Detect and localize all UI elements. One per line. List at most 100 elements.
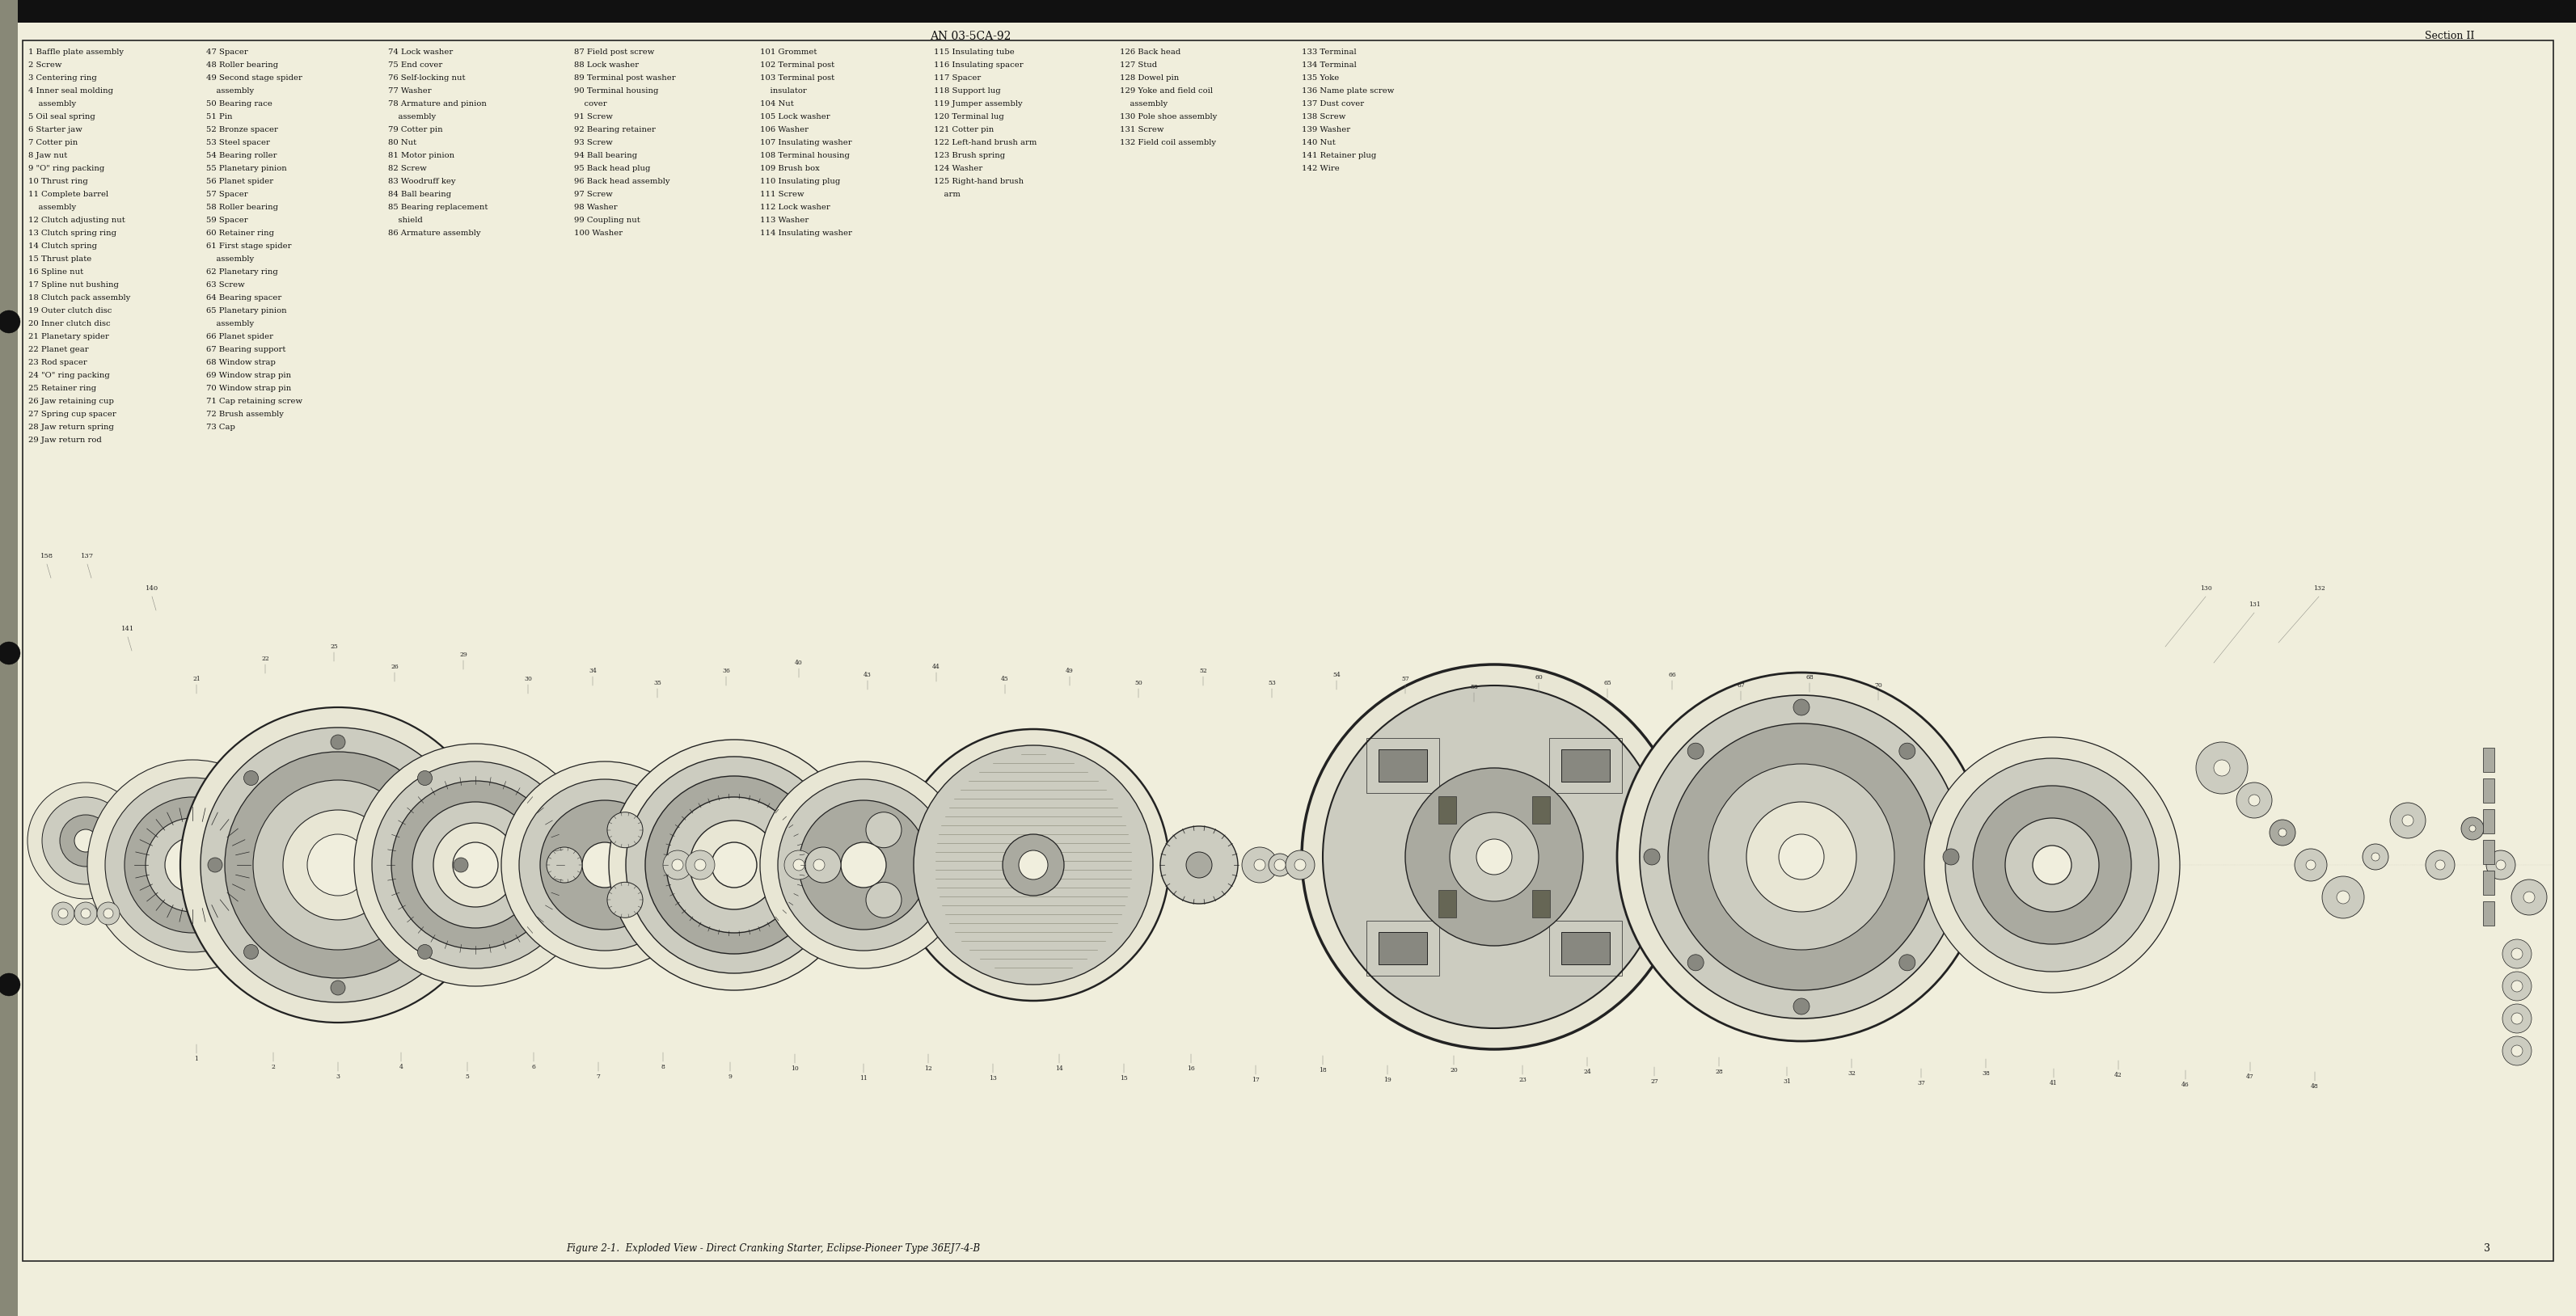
Bar [1561, 932, 1610, 965]
Text: 76 Self-locking nut: 76 Self-locking nut [389, 75, 466, 82]
Circle shape [0, 974, 21, 996]
Circle shape [0, 642, 21, 665]
Text: 66 Planet spider: 66 Planet spider [206, 333, 273, 341]
Text: 93 Screw: 93 Screw [574, 139, 613, 146]
Circle shape [2403, 815, 2414, 826]
Circle shape [814, 859, 824, 871]
Circle shape [866, 882, 902, 917]
Text: 70: 70 [1875, 682, 1883, 688]
Circle shape [2434, 861, 2445, 870]
Circle shape [1159, 826, 1239, 904]
Text: 135 Yoke: 135 Yoke [1301, 75, 1340, 82]
Circle shape [2277, 829, 2287, 837]
Circle shape [1945, 758, 2159, 971]
Circle shape [1002, 834, 1064, 896]
Circle shape [582, 842, 629, 887]
Text: 96 Back head assembly: 96 Back head assembly [574, 178, 670, 186]
Circle shape [2501, 1004, 2532, 1033]
Text: 130: 130 [2200, 586, 2213, 592]
Text: 28: 28 [1716, 1069, 1723, 1075]
Text: 87 Field post screw: 87 Field post screw [574, 49, 654, 55]
Text: 29 Jaw return rod: 29 Jaw return rod [28, 437, 100, 443]
Text: assembly: assembly [206, 320, 255, 328]
Text: 1 Baffle plate assembly: 1 Baffle plate assembly [28, 49, 124, 55]
Circle shape [2512, 1045, 2522, 1057]
Text: 90 Terminal housing: 90 Terminal housing [574, 87, 659, 95]
Text: 14: 14 [1056, 1066, 1064, 1071]
Text: 126 Back head: 126 Back head [1121, 49, 1180, 55]
Text: 43: 43 [863, 671, 871, 678]
Circle shape [98, 903, 118, 925]
Bar [2483, 840, 2494, 865]
Text: 54 Bearing roller: 54 Bearing roller [206, 151, 278, 159]
Bar [2483, 871, 2494, 895]
Circle shape [2372, 853, 2380, 861]
Circle shape [1641, 695, 1963, 1019]
Text: 103 Terminal post: 103 Terminal post [760, 75, 835, 82]
Text: 3: 3 [335, 1074, 340, 1080]
Text: 8: 8 [662, 1063, 665, 1070]
Text: 13 Clutch spring ring: 13 Clutch spring ring [28, 229, 116, 237]
Text: 71 Cap retaining screw: 71 Cap retaining screw [206, 397, 301, 405]
Text: 28 Jaw return spring: 28 Jaw return spring [28, 424, 113, 430]
Text: 29: 29 [459, 651, 466, 658]
Circle shape [371, 762, 580, 969]
Circle shape [546, 848, 582, 883]
Text: 22 Planet gear: 22 Planet gear [28, 346, 88, 353]
Circle shape [103, 908, 113, 919]
Text: 128 Dowel pin: 128 Dowel pin [1121, 75, 1180, 82]
Text: 26 Jaw retaining cup: 26 Jaw retaining cup [28, 397, 113, 405]
Text: 58 Roller bearing: 58 Roller bearing [206, 204, 278, 211]
Text: 49 Second stage spider: 49 Second stage spider [206, 75, 301, 82]
Text: 49: 49 [1066, 667, 1074, 674]
Circle shape [330, 734, 345, 749]
Text: 14 Clutch spring: 14 Clutch spring [28, 242, 98, 250]
Circle shape [1267, 854, 1291, 876]
Text: 23 Rod spacer: 23 Rod spacer [28, 359, 88, 366]
Bar [0, 0, 18, 1316]
Circle shape [2362, 844, 2388, 870]
Text: 97 Screw: 97 Screw [574, 191, 613, 197]
Text: 112 Lock washer: 112 Lock washer [760, 204, 829, 211]
Circle shape [224, 751, 451, 978]
Circle shape [307, 834, 368, 896]
Circle shape [1899, 744, 1917, 759]
Circle shape [75, 903, 98, 925]
Circle shape [144, 819, 240, 912]
Text: 15 Thrust plate: 15 Thrust plate [28, 255, 93, 263]
Text: 25: 25 [330, 644, 337, 650]
Circle shape [711, 842, 757, 887]
Circle shape [75, 829, 98, 851]
Circle shape [1687, 744, 1703, 759]
Circle shape [330, 980, 345, 995]
Circle shape [2321, 876, 2365, 919]
Circle shape [696, 859, 706, 871]
Text: 62 Planetary ring: 62 Planetary ring [206, 268, 278, 275]
Circle shape [1793, 699, 1808, 716]
Text: 2 Screw: 2 Screw [28, 62, 62, 68]
Text: assembly: assembly [28, 100, 77, 108]
Text: 9 "O" ring packing: 9 "O" ring packing [28, 164, 106, 172]
Text: 16 Spline nut: 16 Spline nut [28, 268, 82, 275]
Bar [1533, 890, 1551, 917]
Text: cover: cover [574, 100, 608, 108]
Circle shape [1643, 849, 1659, 865]
Bar [1378, 932, 1427, 965]
Text: 63 Screw: 63 Screw [206, 282, 245, 288]
Text: 48 Roller bearing: 48 Roller bearing [206, 62, 278, 68]
Text: 11 Complete barrel: 11 Complete barrel [28, 191, 108, 197]
Text: 137: 137 [80, 553, 93, 559]
Circle shape [1669, 724, 1935, 990]
Text: 5 Oil seal spring: 5 Oil seal spring [28, 113, 95, 121]
Text: 83 Woodruff key: 83 Woodruff key [389, 178, 456, 186]
Text: 68: 68 [1806, 674, 1814, 680]
Text: 60: 60 [1535, 674, 1543, 680]
Text: 10: 10 [791, 1066, 799, 1071]
Text: 78 Armature and pinion: 78 Armature and pinion [389, 100, 487, 108]
Text: 101 Grommet: 101 Grommet [760, 49, 817, 55]
Text: shield: shield [389, 217, 422, 224]
Text: 59 Spacer: 59 Spacer [206, 217, 247, 224]
Circle shape [1780, 834, 1824, 879]
Circle shape [793, 859, 804, 871]
Circle shape [245, 771, 258, 786]
